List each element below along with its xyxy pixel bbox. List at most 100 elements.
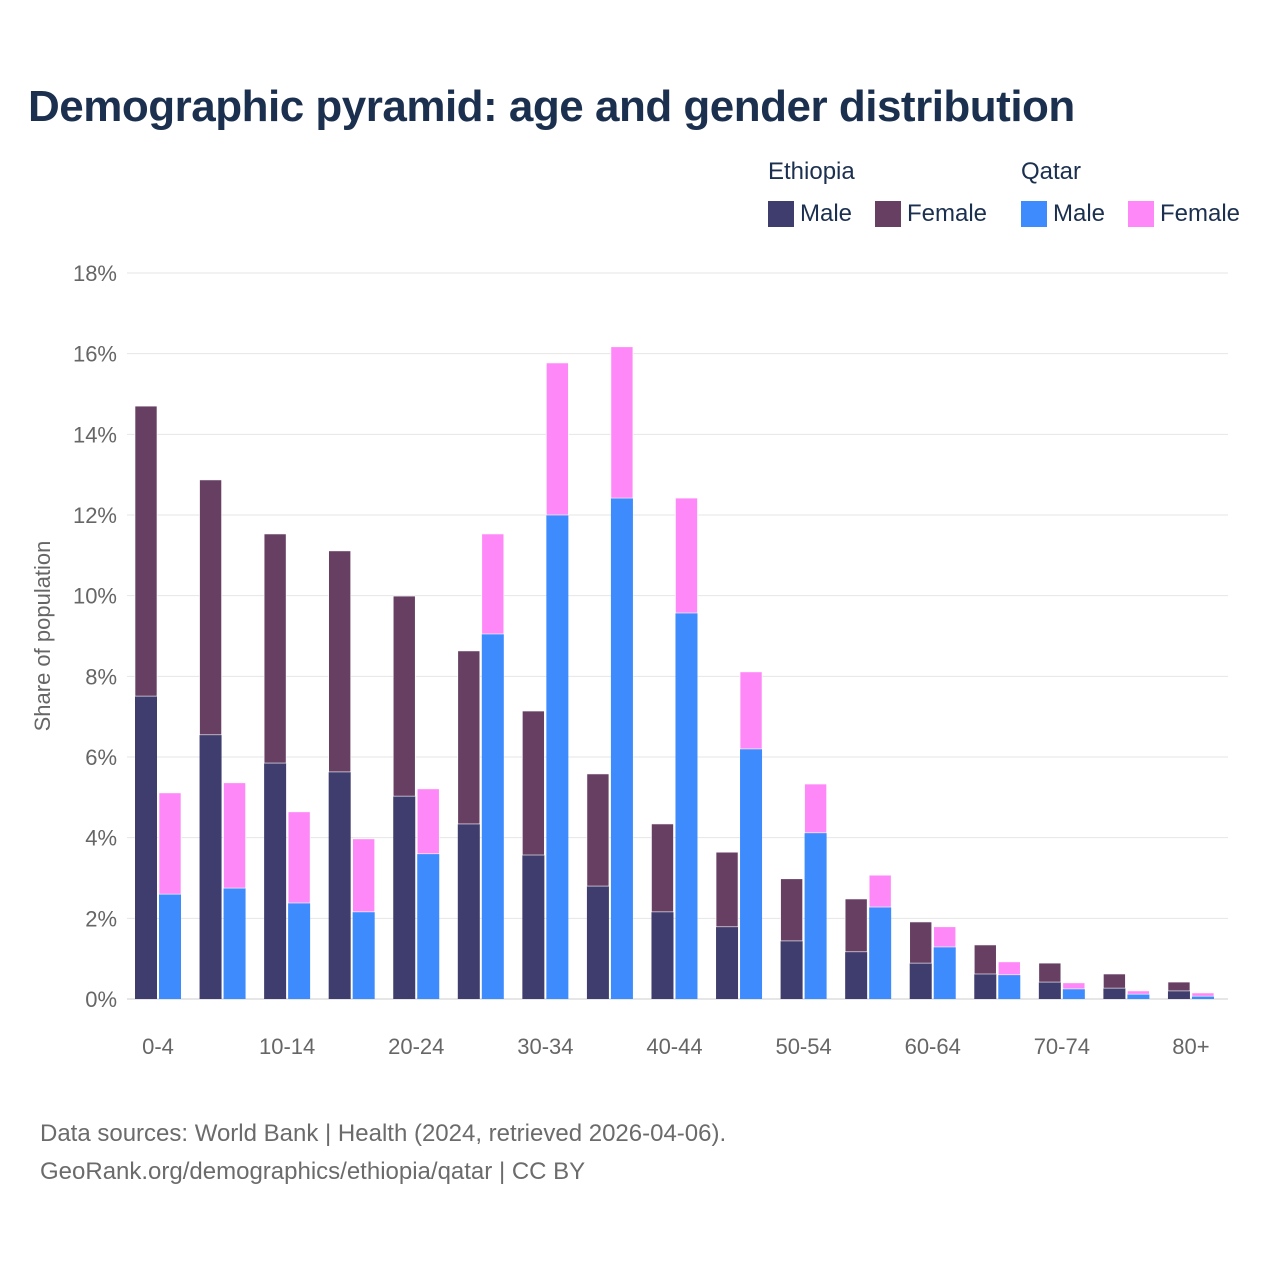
- y-tick-label: 2%: [85, 906, 117, 931]
- footer: Data sources: World Bank | Health (2024,…: [40, 1115, 726, 1191]
- bar-qatar-female[interactable]: [158, 792, 182, 895]
- bar-qatar-male[interactable]: [804, 832, 827, 999]
- bar-qatar-female[interactable]: [804, 783, 827, 834]
- bar-qatar-male[interactable]: [223, 888, 246, 999]
- bar-qatar-female[interactable]: [675, 497, 698, 614]
- legend-group-qatar: Qatar: [1021, 158, 1082, 185]
- x-tick-label: 50-54: [775, 1034, 831, 1059]
- bar-ethiopia-female[interactable]: [909, 921, 933, 964]
- legend-label: Male: [1053, 200, 1106, 227]
- bar-ethiopia-female[interactable]: [586, 773, 610, 887]
- bar-qatar-female[interactable]: [481, 533, 505, 635]
- bar-qatar-female[interactable]: [546, 362, 569, 516]
- legend-swatch: [768, 201, 794, 227]
- bar-ethiopia-male[interactable]: [328, 771, 351, 999]
- bar-qatar-male[interactable]: [675, 613, 698, 999]
- x-tick-label: 0-4: [142, 1034, 174, 1059]
- bar-ethiopia-male[interactable]: [974, 973, 997, 999]
- y-tick-label: 12%: [73, 503, 117, 528]
- x-tick-label: 20-24: [388, 1034, 444, 1059]
- x-tick-label: 70-74: [1034, 1034, 1090, 1059]
- bar-qatar-female[interactable]: [352, 838, 375, 913]
- y-tick-label: 14%: [73, 422, 117, 447]
- bar-ethiopia-male[interactable]: [845, 951, 868, 999]
- legend-label: Female: [1160, 200, 1241, 227]
- y-tick-label: 4%: [85, 826, 117, 851]
- bar-qatar-male[interactable]: [352, 911, 375, 999]
- y-tick-label: 10%: [73, 584, 117, 609]
- bar-ethiopia-female[interactable]: [715, 851, 739, 928]
- bar-ethiopia-male[interactable]: [1103, 988, 1126, 999]
- legend-swatch: [875, 201, 901, 227]
- bar-qatar-female[interactable]: [416, 788, 440, 855]
- bar-qatar-male[interactable]: [740, 748, 763, 999]
- bar-ethiopia-female[interactable]: [1103, 973, 1126, 989]
- bar-ethiopia-female[interactable]: [457, 650, 481, 825]
- bar-qatar-female[interactable]: [868, 874, 892, 908]
- bar-ethiopia-male[interactable]: [651, 911, 674, 999]
- legend-ethiopia-female[interactable]: Female: [875, 200, 987, 228]
- bar-ethiopia-male[interactable]: [1038, 982, 1061, 999]
- legend-qatar-female[interactable]: Female: [1128, 200, 1240, 228]
- bar-qatar-female[interactable]: [739, 671, 763, 750]
- bar-qatar-male[interactable]: [546, 515, 569, 999]
- bar-ethiopia-male[interactable]: [522, 855, 545, 999]
- bar-ethiopia-female[interactable]: [392, 595, 416, 797]
- bar-ethiopia-male[interactable]: [780, 940, 803, 999]
- bar-ethiopia-female[interactable]: [1167, 981, 1191, 992]
- bar-ethiopia-female[interactable]: [844, 898, 868, 953]
- bar-qatar-male[interactable]: [933, 946, 956, 999]
- footer-sources: Data sources: World Bank | Health (2024,…: [40, 1120, 727, 1147]
- x-tick-label: 10-14: [259, 1034, 315, 1059]
- bar-qatar-male[interactable]: [998, 974, 1021, 999]
- bar-qatar-male[interactable]: [1127, 994, 1150, 999]
- legend-group-ethiopia: Ethiopia: [768, 158, 855, 185]
- bar-ethiopia-female[interactable]: [522, 710, 545, 856]
- legend-qatar-male[interactable]: Male: [1021, 200, 1105, 228]
- bar-qatar-male[interactable]: [1062, 988, 1085, 999]
- legend-ethiopia-male[interactable]: Male: [768, 200, 852, 228]
- bar-qatar-male[interactable]: [159, 894, 181, 999]
- x-tick-label: 80+: [1172, 1034, 1209, 1059]
- bar-qatar-female[interactable]: [610, 346, 634, 499]
- bar-ethiopia-male[interactable]: [1167, 990, 1190, 999]
- bar-ethiopia-male[interactable]: [909, 963, 932, 999]
- bar-qatar-female[interactable]: [1062, 982, 1086, 990]
- chart-title: Demographic pyramid: age and gender dist…: [28, 82, 1075, 131]
- bar-ethiopia-female[interactable]: [651, 823, 674, 913]
- bar-qatar-female[interactable]: [1191, 992, 1215, 997]
- bar-ethiopia-female[interactable]: [973, 944, 997, 975]
- legend-swatch: [1021, 201, 1047, 227]
- x-tick-label: 30-34: [517, 1034, 573, 1059]
- bar-ethiopia-male[interactable]: [264, 763, 287, 999]
- bar-qatar-female[interactable]: [287, 811, 311, 904]
- bar-ethiopia-female[interactable]: [263, 533, 287, 764]
- bar-ethiopia-male[interactable]: [135, 696, 157, 999]
- bar-qatar-female[interactable]: [1127, 990, 1150, 995]
- bar-qatar-male[interactable]: [1191, 996, 1214, 999]
- bar-ethiopia-male[interactable]: [716, 926, 739, 999]
- bar-qatar-female[interactable]: [997, 961, 1021, 976]
- bar-ethiopia-male[interactable]: [586, 886, 609, 999]
- bar-qatar-female[interactable]: [223, 782, 246, 889]
- legend-label: Female: [907, 200, 988, 227]
- y-axis-label: Share of population: [30, 541, 55, 732]
- bar-ethiopia-male[interactable]: [457, 823, 480, 999]
- bar-qatar-male[interactable]: [481, 633, 504, 999]
- bar-qatar-female[interactable]: [933, 926, 957, 948]
- y-tick-label: 18%: [73, 261, 117, 286]
- bar-ethiopia-female[interactable]: [780, 878, 803, 942]
- bar-ethiopia-female[interactable]: [1038, 962, 1062, 983]
- bar-ethiopia-female[interactable]: [134, 405, 158, 697]
- bar-ethiopia-male[interactable]: [199, 734, 222, 999]
- bar-qatar-male[interactable]: [610, 498, 633, 999]
- legend-swatch: [1128, 201, 1154, 227]
- bar-qatar-male[interactable]: [288, 903, 311, 999]
- bar-qatar-male[interactable]: [869, 907, 892, 999]
- bar-ethiopia-male[interactable]: [393, 796, 416, 999]
- legend-label: Male: [800, 200, 853, 227]
- x-tick-label: 40-44: [646, 1034, 702, 1059]
- bar-qatar-male[interactable]: [417, 853, 440, 999]
- bar-ethiopia-female[interactable]: [328, 550, 351, 773]
- bar-ethiopia-female[interactable]: [199, 479, 222, 736]
